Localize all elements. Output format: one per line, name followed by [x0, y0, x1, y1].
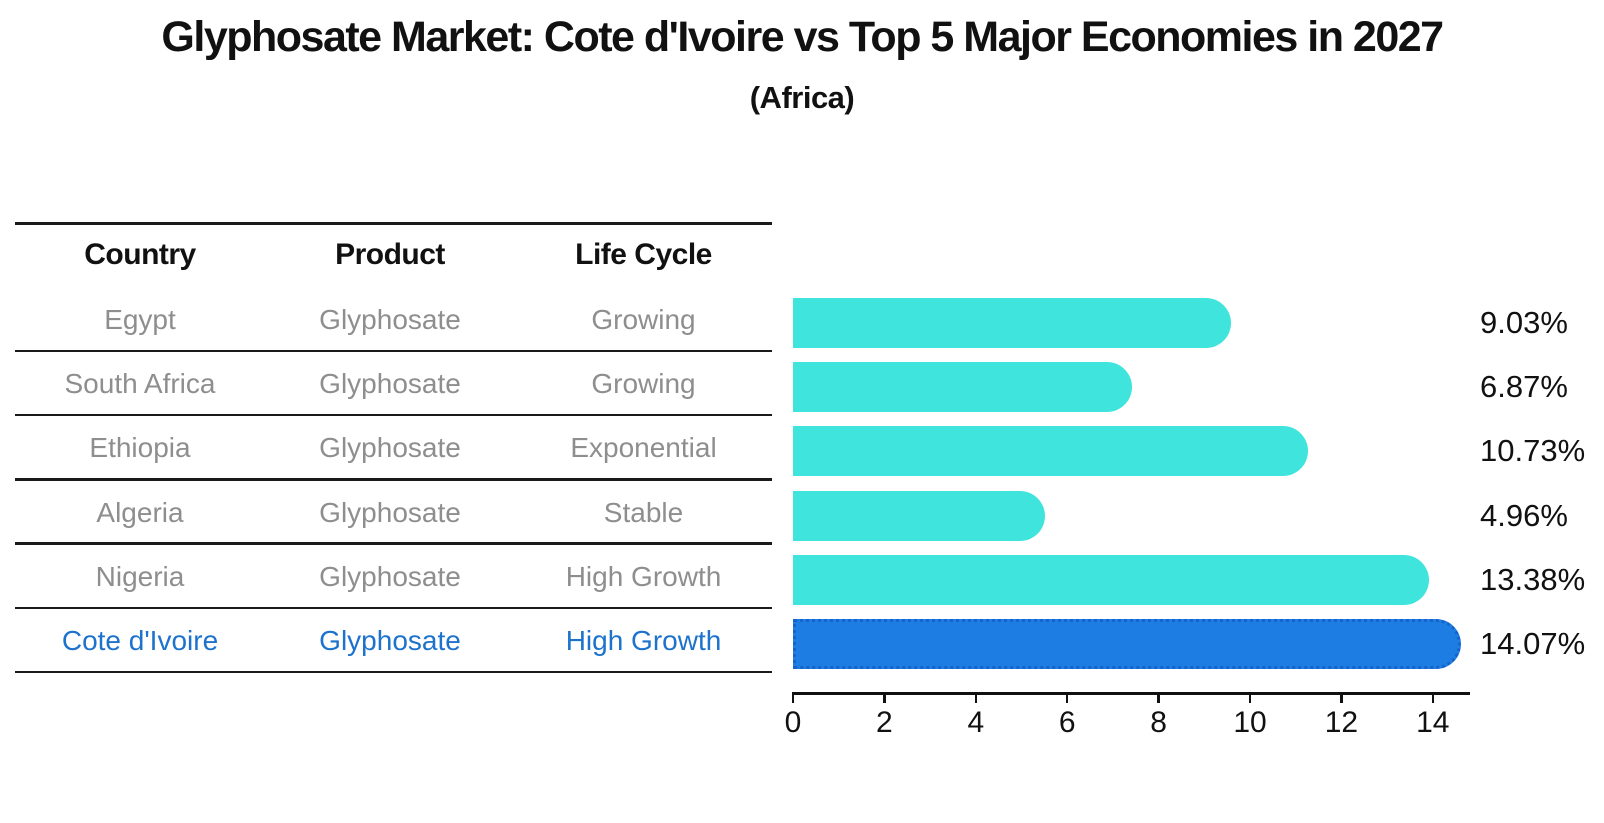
table-row-rule [15, 413, 772, 417]
cell-product-ethiopia: Glyphosate [319, 432, 461, 464]
table-header-life-cycle: Life Cycle [575, 238, 712, 271]
table-row-rule [15, 349, 772, 353]
bar-egypt [793, 298, 1231, 348]
cell-product-south-africa: Glyphosate [319, 368, 461, 400]
cell-product-cote-d-ivoire: Glyphosate [319, 625, 461, 657]
table-header-row: Country Product Life Cycle [15, 222, 772, 288]
value-label-south-africa: 6.87% [1480, 369, 1568, 405]
cell-country-cote-d-ivoire: Cote d'Ivoire [61, 625, 219, 657]
cell-country-egypt: Egypt [104, 304, 176, 336]
table-row-rule [15, 542, 772, 545]
x-tick-label-10: 10 [1233, 706, 1267, 739]
table-row-rule [15, 478, 772, 481]
value-label-ethiopia: 10.73% [1480, 433, 1586, 469]
bar-algeria [793, 490, 1045, 541]
x-tick-mark-2 [883, 692, 886, 703]
cell-life_cycle-egypt: Growing [591, 304, 696, 336]
cell-life_cycle-south-africa: Growing [591, 368, 696, 400]
cell-life_cycle-cote-d-ivoire: High Growth [565, 625, 722, 657]
x-tick-label-6: 6 [1058, 706, 1076, 739]
x-tick-mark-10 [1248, 692, 1252, 703]
chart-subtitle: (Africa) [749, 80, 855, 115]
x-tick-mark-14 [1431, 692, 1435, 703]
value-label-cote-d-ivoire: 14.07% [1480, 626, 1586, 661]
x-tick-mark-8 [1157, 692, 1160, 703]
cell-country-south-africa: South Africa [64, 368, 216, 400]
cell-life_cycle-ethiopia: Exponential [570, 432, 717, 464]
value-label-egypt: 9.03% [1480, 305, 1568, 340]
chart-title: Glyphosate Market: Cote d'Ivoire vs Top … [161, 13, 1444, 61]
cell-country-ethiopia: Ethiopia [89, 432, 191, 464]
cell-life_cycle-algeria: Stable [603, 496, 684, 528]
bar-ethiopia [793, 426, 1309, 477]
x-tick-mark-0 [791, 692, 795, 703]
x-tick-mark-4 [974, 692, 978, 703]
bar-cote-d-ivoire [793, 619, 1461, 669]
cell-life_cycle-nigeria: High Growth [565, 560, 722, 592]
x-tick-label-8: 8 [1150, 706, 1167, 739]
x-tick-mark-6 [1065, 692, 1069, 703]
x-tick-label-0: 0 [784, 706, 802, 739]
value-label-algeria: 4.96% [1480, 497, 1568, 533]
table-header-product: Product [335, 238, 445, 271]
bar-nigeria [793, 554, 1430, 605]
table-row-south-africa: South Africa Glyphosate Growing [15, 352, 772, 416]
x-tick-label-12: 12 [1324, 706, 1359, 739]
x-tick-mark-12 [1340, 692, 1343, 703]
table-row-cote-d-ivoire: Cote d'Ivoire Glyphosate High Growth [15, 609, 772, 673]
table-row-algeria: Algeria Glyphosate Stable [15, 481, 772, 545]
x-tick-label-2: 2 [876, 706, 893, 739]
table-header-country: Country [84, 238, 196, 271]
bar-south-africa [793, 362, 1132, 413]
value-label-nigeria: 13.38% [1480, 561, 1586, 597]
x-tick-label-4: 4 [967, 706, 985, 739]
table-row-ethiopia: Ethiopia Glyphosate Exponential [15, 416, 772, 480]
table-row-rule [15, 670, 772, 674]
cell-country-nigeria: Nigeria [95, 560, 185, 592]
cell-product-nigeria: Glyphosate [319, 560, 461, 592]
cell-product-egypt: Glyphosate [319, 304, 461, 336]
table-row-rule [15, 606, 772, 609]
x-tick-label-14: 14 [1416, 706, 1450, 739]
table-row-nigeria: Nigeria Glyphosate High Growth [15, 545, 772, 609]
cell-product-algeria: Glyphosate [319, 496, 461, 528]
table-row-egypt: Egypt Glyphosate Growing [15, 288, 772, 352]
x-axis-line [792, 692, 1470, 695]
table-top-rule [15, 222, 772, 225]
cell-country-algeria: Algeria [96, 496, 184, 528]
